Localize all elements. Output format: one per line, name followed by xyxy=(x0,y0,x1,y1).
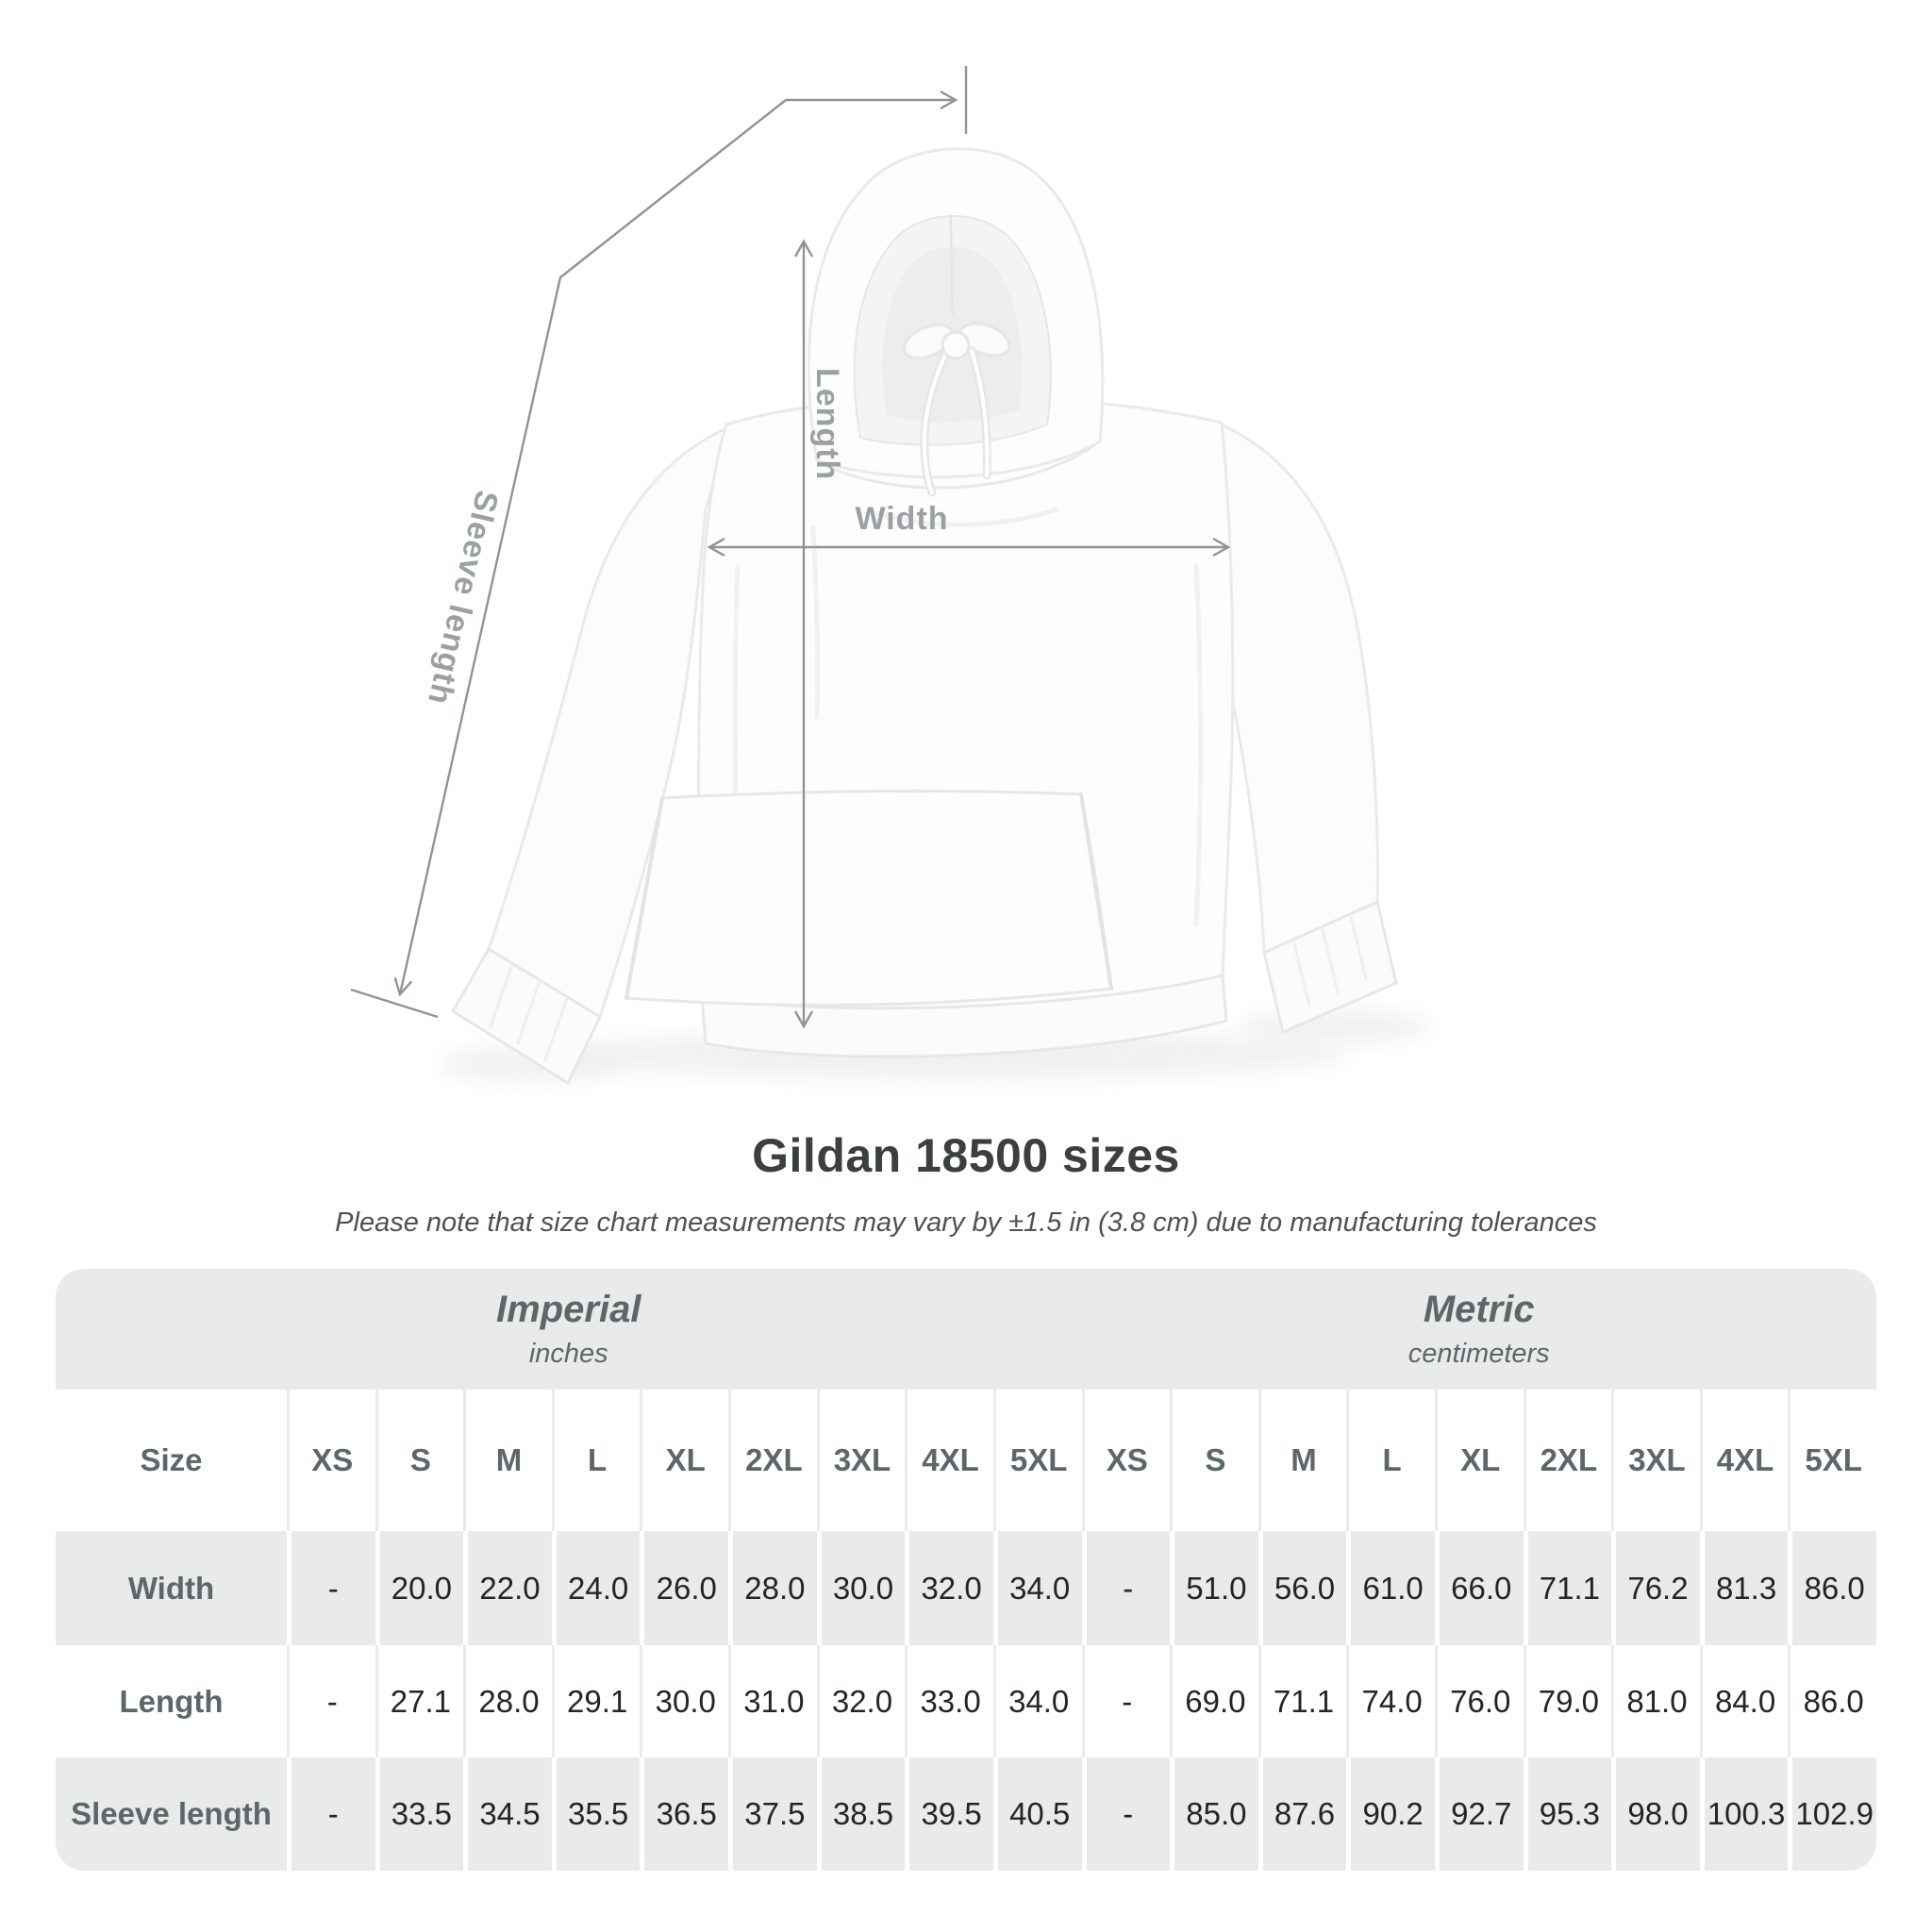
value-cell: 39.5 xyxy=(905,1757,993,1871)
size-header-cell: XL xyxy=(640,1390,729,1531)
sleeve-length-measure-label: Sleeve length xyxy=(421,487,505,708)
value-cell: 98.0 xyxy=(1611,1757,1700,1871)
metric-unit-header: Metric centimeters xyxy=(1081,1269,1876,1390)
value-cell: 22.0 xyxy=(463,1531,552,1645)
value-cell: 32.0 xyxy=(816,1645,906,1757)
value-cell: 90.2 xyxy=(1346,1757,1435,1871)
sleeve-cuff-tick xyxy=(350,988,439,1019)
value-cell: 28.0 xyxy=(463,1645,552,1757)
size-header-cell: 2XL xyxy=(728,1390,817,1531)
value-cell: 81.0 xyxy=(1611,1645,1700,1757)
value-cell: 30.0 xyxy=(640,1645,729,1757)
value-cell: 29.1 xyxy=(551,1645,641,1757)
value-cell: 71.1 xyxy=(1257,1645,1347,1757)
value-cell: 36.5 xyxy=(640,1757,729,1871)
value-cell: 28.0 xyxy=(728,1531,817,1645)
value-cell: - xyxy=(287,1757,375,1871)
value-cell: - xyxy=(1081,1757,1171,1871)
value-cell: 102.9 xyxy=(1788,1757,1876,1871)
page-title: Gildan 18500 sizes xyxy=(752,1129,1180,1182)
value-cell: 87.6 xyxy=(1257,1757,1347,1871)
size-chart-table: Imperial inches Metric centimeters Size … xyxy=(56,1269,1876,1871)
value-cell: 32.0 xyxy=(905,1531,993,1645)
value-cell: 37.5 xyxy=(728,1757,817,1871)
value-cell: 92.7 xyxy=(1434,1757,1524,1871)
value-cell: 71.1 xyxy=(1523,1531,1612,1645)
unit-sublabel: inches xyxy=(528,1339,608,1369)
size-header-cell: S xyxy=(375,1390,464,1531)
value-cell: 66.0 xyxy=(1434,1531,1524,1645)
length-measure-label: Length xyxy=(809,368,845,480)
value-cell: 38.5 xyxy=(816,1757,906,1871)
size-header-cell: 5XL xyxy=(992,1390,1082,1531)
hoodie-measurement-diagram: Length Width Sleeve length xyxy=(350,66,1429,1085)
size-header-cell: 5XL xyxy=(1788,1390,1876,1531)
value-cell: - xyxy=(287,1645,375,1757)
value-cell: - xyxy=(1081,1645,1171,1757)
value-cell: 31.0 xyxy=(728,1645,817,1757)
size-header-cell: L xyxy=(1346,1390,1435,1531)
size-header-cell: 4XL xyxy=(1699,1390,1789,1531)
tolerance-note: Please note that size chart measurements… xyxy=(335,1208,1597,1238)
unit-sublabel: centimeters xyxy=(1407,1339,1550,1369)
imperial-unit-header: Imperial inches xyxy=(56,1269,1082,1390)
hoodie-image xyxy=(451,147,1398,1085)
value-cell: 79.0 xyxy=(1523,1645,1612,1757)
size-header-cell: 4XL xyxy=(905,1390,993,1531)
value-cell: 33.0 xyxy=(905,1645,993,1757)
value-cell: 35.5 xyxy=(551,1757,641,1871)
value-cell: 84.0 xyxy=(1699,1645,1789,1757)
value-cell: 81.3 xyxy=(1699,1531,1789,1645)
size-header-cell: S xyxy=(1170,1390,1258,1531)
size-header-cell: XL xyxy=(1434,1390,1524,1531)
value-cell: 34.0 xyxy=(992,1645,1082,1757)
size-header-cell: XS xyxy=(287,1390,375,1531)
value-cell: 69.0 xyxy=(1170,1645,1258,1757)
row-label-length: Length xyxy=(56,1645,287,1757)
value-cell: 30.0 xyxy=(816,1531,906,1645)
value-cell: 51.0 xyxy=(1170,1531,1258,1645)
size-header-cell: 3XL xyxy=(1611,1390,1700,1531)
value-cell: 33.5 xyxy=(375,1757,464,1871)
value-cell: 100.3 xyxy=(1699,1757,1789,1871)
value-cell: 85.0 xyxy=(1170,1757,1258,1871)
value-cell: 76.2 xyxy=(1611,1531,1700,1645)
value-cell: - xyxy=(1081,1531,1171,1645)
value-cell: 40.5 xyxy=(992,1757,1082,1871)
value-cell: 61.0 xyxy=(1346,1531,1435,1645)
value-cell: 27.1 xyxy=(375,1645,464,1757)
hood-drawstring xyxy=(903,322,1011,497)
value-cell: 95.3 xyxy=(1523,1757,1612,1871)
row-label-sleeve-length: Sleeve length xyxy=(56,1757,287,1871)
value-cell: 26.0 xyxy=(640,1531,729,1645)
value-cell: 56.0 xyxy=(1257,1531,1347,1645)
width-measure-label: Width xyxy=(855,501,948,537)
size-header-cell: 2XL xyxy=(1523,1390,1612,1531)
value-cell: 86.0 xyxy=(1788,1531,1876,1645)
size-header-cell: 3XL xyxy=(816,1390,906,1531)
value-cell: 34.0 xyxy=(992,1531,1082,1645)
value-cell: 86.0 xyxy=(1788,1645,1876,1757)
sleeve-length-line xyxy=(393,99,787,997)
size-header-cell: M xyxy=(463,1390,552,1531)
size-col-header: Size xyxy=(56,1390,287,1531)
value-cell: 76.0 xyxy=(1434,1645,1524,1757)
size-header-cell: L xyxy=(551,1390,641,1531)
row-label-width: Width xyxy=(56,1531,287,1645)
unit-label: Metric xyxy=(1423,1289,1535,1330)
size-header-cell: XS xyxy=(1081,1390,1171,1531)
value-cell: 20.0 xyxy=(375,1531,464,1645)
value-cell: 34.5 xyxy=(463,1757,552,1871)
measurement-lines xyxy=(350,66,1231,1029)
size-header-cell: M xyxy=(1257,1390,1347,1531)
value-cell: - xyxy=(287,1531,375,1645)
value-cell: 74.0 xyxy=(1346,1645,1435,1757)
unit-label: Imperial xyxy=(496,1289,641,1330)
value-cell: 24.0 xyxy=(551,1531,641,1645)
